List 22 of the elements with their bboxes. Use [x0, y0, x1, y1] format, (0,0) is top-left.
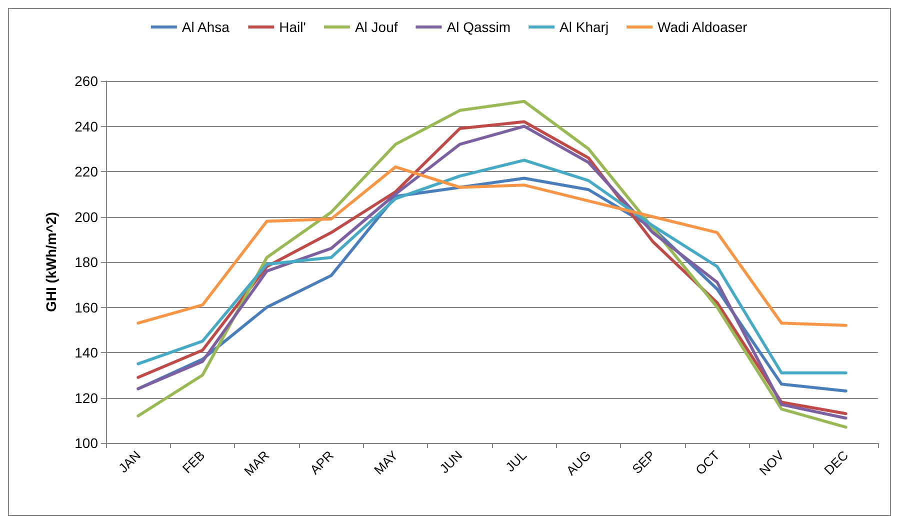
y-tick-label: 120: [74, 390, 98, 406]
legend-label: Al Jouf: [354, 19, 398, 35]
legend-label: Hail': [279, 19, 306, 35]
legend-label: Al Ahsa: [182, 19, 230, 35]
y-tick-label: 100: [74, 435, 98, 451]
x-tick-label: JAN: [116, 448, 144, 476]
y-tick-label: 140: [74, 344, 98, 360]
legend-label: Wadi Aldoaser: [658, 19, 748, 35]
y-tick-label: 240: [74, 118, 98, 134]
y-axis-title: GHI (kWh/m^2): [43, 212, 59, 312]
x-tick-label: FEB: [179, 448, 208, 476]
y-tick-label: 260: [74, 73, 98, 89]
y-tick-label: 160: [74, 299, 98, 316]
y-tick-label: 180: [74, 254, 98, 270]
legend-label: Al Kharj: [560, 19, 609, 35]
y-tick-label: 220: [74, 164, 98, 180]
x-tick-label: JUL: [502, 448, 530, 475]
line-series: [136, 158, 848, 374]
line-series: [136, 165, 848, 327]
legend-label: Al Qassim: [446, 19, 511, 35]
x-tick-label: SEP: [629, 448, 658, 477]
y-tick-label: 200: [74, 208, 98, 225]
